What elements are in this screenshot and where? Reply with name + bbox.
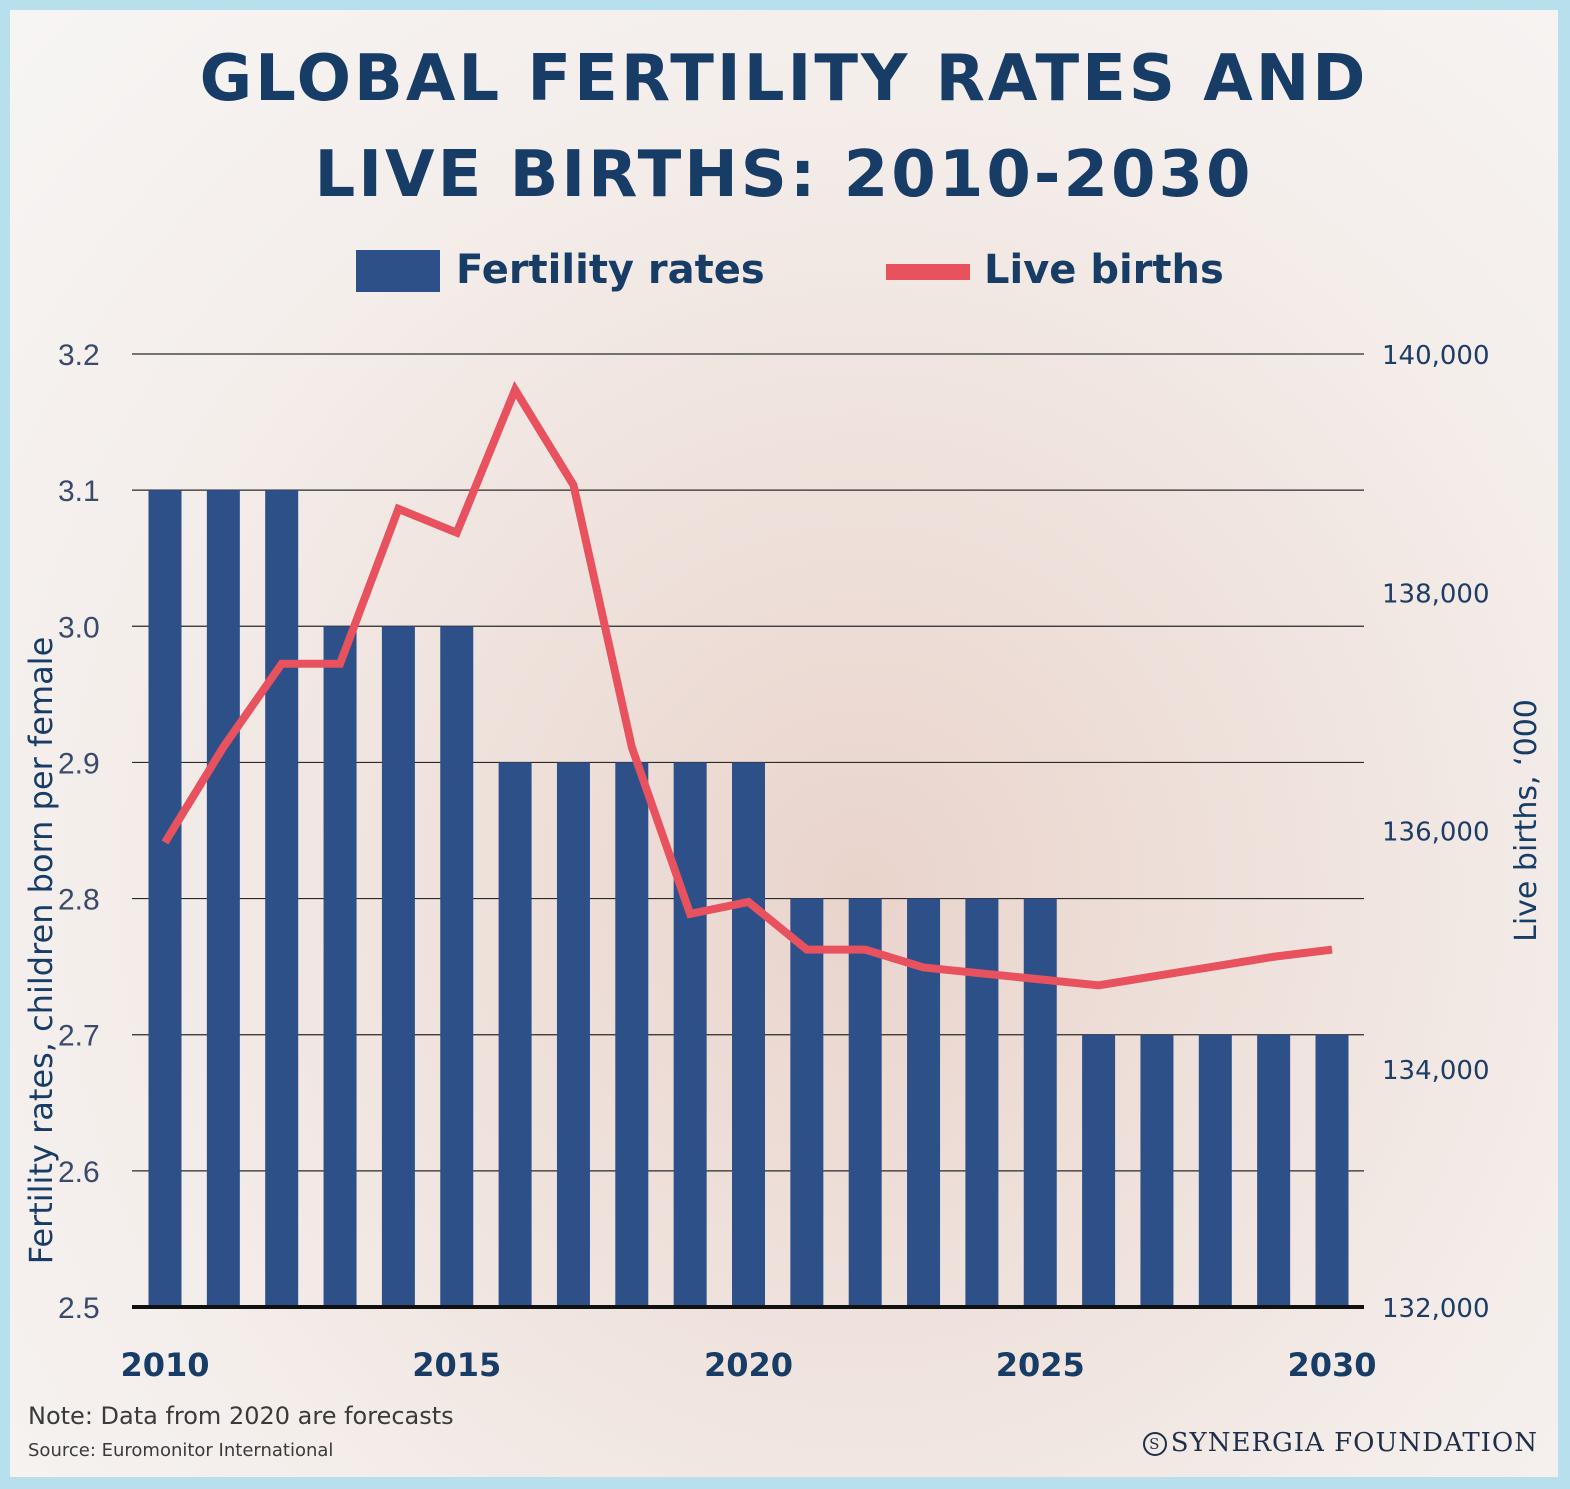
x-tick-label: 2025 <box>996 1346 1085 1384</box>
bar-fertility-2019 <box>673 762 707 1307</box>
chart-frame: GLOBAL FERTILITY RATES AND LIVE BIRTHS: … <box>10 10 1558 1477</box>
bar-fertility-2017 <box>556 762 590 1307</box>
chart-plot: 2.5 2.6 2.7 2.8 2.9 3.0 3.1 3.2 132,000 134,000 13… <box>22 339 1544 1384</box>
x-tick-label: 2030 <box>1287 1346 1376 1384</box>
bar-fertility-2015 <box>440 626 474 1307</box>
y-tick-label: 2.5 <box>58 1292 100 1325</box>
line-live-births <box>161 380 1333 990</box>
bar-fertility-2021 <box>790 898 824 1307</box>
y2-tick-label: 140,000 <box>1382 341 1490 371</box>
bar-fertility-2025 <box>1023 898 1057 1307</box>
bar-fertility-2020 <box>732 762 765 1307</box>
chart-title-line-1: GLOBAL FERTILITY RATES AND <box>199 42 1369 116</box>
legend-label-fertility: Fertility rates <box>456 247 765 293</box>
y-tick-label: 3.1 <box>58 475 100 508</box>
x-tick-label: 2010 <box>120 1346 209 1384</box>
y2-tick-label: 132,000 <box>1382 1294 1490 1324</box>
footnote: Note: Data from 2020 are forecasts <box>28 1402 454 1430</box>
bar-fertility-2024 <box>965 898 999 1307</box>
bar-fertility-2010 <box>148 490 182 1308</box>
x-tick-label: 2015 <box>412 1346 501 1384</box>
y-tick-label: 2.6 <box>58 1156 100 1189</box>
y2-tick-label: 138,000 <box>1382 579 1490 609</box>
bar-fertility-2022 <box>848 898 882 1307</box>
legend-swatch-fertility <box>356 250 440 292</box>
bar-fertility-2026 <box>1082 1034 1116 1307</box>
y2-tick-label: 134,000 <box>1382 1056 1490 1086</box>
y2-axis-label: Live births, ‘000 <box>1509 699 1544 942</box>
brand-name: SYNERGIA FOUNDATION <box>1170 1428 1538 1458</box>
y2-tick-label: 136,000 <box>1382 818 1490 848</box>
chart-title-line-2: LIVE BIRTHS: 2010-2030 <box>314 138 1254 212</box>
brand-mark-icon: S <box>1142 1432 1167 1456</box>
brand-logo: S SYNERGIA FOUNDATION <box>1142 1428 1538 1458</box>
legend-label-live-births: Live births <box>984 247 1224 293</box>
y-tick-label: 2.9 <box>58 747 100 780</box>
bar-fertility-2028 <box>1198 1034 1232 1307</box>
bar-fertility-2027 <box>1140 1034 1174 1307</box>
bar-fertility-2014 <box>381 626 415 1307</box>
bar-fertility-2011 <box>206 490 240 1308</box>
bar-fertility-2012 <box>265 490 299 1308</box>
bar-fertility-2030 <box>1315 1034 1349 1307</box>
bar-fertility-2013 <box>323 626 357 1307</box>
y-tick-label: 3.0 <box>58 611 100 644</box>
bar-fertility-2018 <box>615 762 649 1307</box>
y-tick-label: 3.2 <box>58 339 100 372</box>
y-tick-label: 2.7 <box>58 1020 100 1053</box>
x-tick-label: 2020 <box>704 1346 793 1384</box>
bar-fertility-2029 <box>1257 1034 1291 1307</box>
bar-fertility-2016 <box>498 762 532 1307</box>
y-axis-label: Fertility rates, children born per femal… <box>22 637 60 1265</box>
y-tick-label: 2.8 <box>58 884 100 917</box>
source-note: Source: Euromonitor International <box>28 1440 334 1461</box>
legend-swatch-live-births <box>886 264 970 280</box>
